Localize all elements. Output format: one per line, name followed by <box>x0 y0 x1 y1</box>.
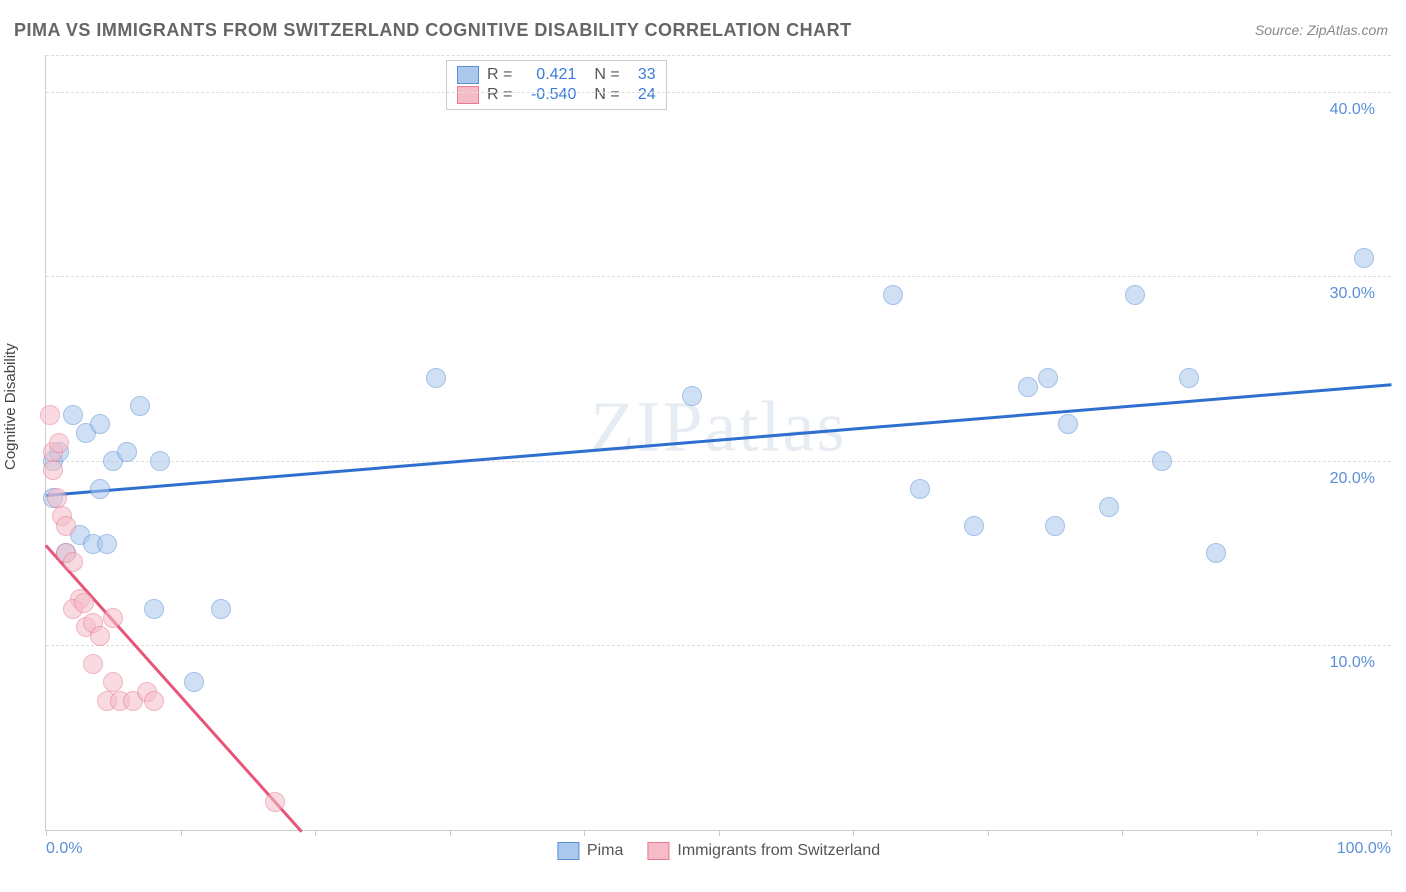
legend-label: Pima <box>587 842 623 860</box>
r-label: R = <box>487 66 512 84</box>
data-point <box>1354 248 1374 268</box>
data-point <box>83 654 103 674</box>
grid-line <box>46 276 1391 277</box>
n-value: 33 <box>628 66 656 84</box>
grid-line <box>46 92 1391 93</box>
legend-swatch <box>647 842 669 860</box>
legend-label: Immigrants from Switzerland <box>677 842 880 860</box>
data-point <box>63 552 83 572</box>
trend-line <box>45 544 302 832</box>
x-tick <box>853 830 854 836</box>
data-point <box>1152 451 1172 471</box>
x-tick <box>450 830 451 836</box>
data-point <box>130 396 150 416</box>
data-point <box>1125 285 1145 305</box>
n-label: N = <box>594 86 619 104</box>
x-tick-label: 100.0% <box>1337 840 1391 858</box>
data-point <box>56 516 76 536</box>
data-point <box>426 368 446 388</box>
watermark-text: ZIPatlas <box>591 386 847 469</box>
n-value: 24 <box>628 86 656 104</box>
data-point <box>103 608 123 628</box>
y-tick-label: 20.0% <box>1330 470 1383 488</box>
chart-title: PIMA VS IMMIGRANTS FROM SWITZERLAND COGN… <box>14 20 852 41</box>
stats-row: R = -0.540 N = 24 <box>457 85 656 105</box>
r-value: -0.540 <box>520 86 576 104</box>
x-tick <box>719 830 720 836</box>
data-point <box>883 285 903 305</box>
x-tick <box>315 830 316 836</box>
r-label: R = <box>487 86 512 104</box>
data-point <box>1058 414 1078 434</box>
data-point <box>47 488 67 508</box>
x-tick <box>988 830 989 836</box>
data-point <box>1179 368 1199 388</box>
legend: Pima Immigrants from Switzerland <box>557 842 880 860</box>
data-point <box>103 672 123 692</box>
legend-swatch <box>457 66 479 84</box>
legend-item: Pima <box>557 842 623 860</box>
data-point <box>40 405 60 425</box>
data-point <box>63 405 83 425</box>
y-tick-label: 40.0% <box>1330 101 1383 119</box>
legend-swatch <box>557 842 579 860</box>
data-point <box>1206 543 1226 563</box>
x-tick <box>1391 830 1392 836</box>
stats-row: R = 0.421 N = 33 <box>457 65 656 85</box>
data-point <box>184 672 204 692</box>
y-axis-label: Cognitive Disability <box>2 343 19 470</box>
x-tick-label: 0.0% <box>46 840 82 858</box>
grid-line <box>46 461 1391 462</box>
data-point <box>1018 377 1038 397</box>
data-point <box>910 479 930 499</box>
grid-line <box>46 645 1391 646</box>
plot-area: ZIPatlas R =0.421N =33R =-0.540N =24 Pim… <box>45 55 1391 831</box>
data-point <box>1045 516 1065 536</box>
data-point <box>74 593 94 613</box>
data-point <box>49 433 69 453</box>
n-label: N = <box>594 66 619 84</box>
y-tick-label: 30.0% <box>1330 285 1383 303</box>
x-tick <box>46 830 47 836</box>
data-point <box>90 414 110 434</box>
x-tick <box>181 830 182 836</box>
legend-item: Immigrants from Switzerland <box>647 842 880 860</box>
data-point <box>964 516 984 536</box>
data-point <box>144 691 164 711</box>
data-point <box>682 386 702 406</box>
legend-swatch <box>457 86 479 104</box>
data-point <box>1099 497 1119 517</box>
data-point <box>211 599 231 619</box>
data-point <box>265 792 285 812</box>
y-tick-label: 10.0% <box>1330 654 1383 672</box>
source-prefix: Source: <box>1255 22 1307 38</box>
x-tick <box>584 830 585 836</box>
data-point <box>97 534 117 554</box>
r-value: 0.421 <box>520 66 576 84</box>
source-attribution: Source: ZipAtlas.com <box>1255 22 1388 38</box>
data-point <box>144 599 164 619</box>
x-tick <box>1257 830 1258 836</box>
x-tick <box>1122 830 1123 836</box>
data-point <box>150 451 170 471</box>
data-point <box>1038 368 1058 388</box>
source-name: ZipAtlas.com <box>1307 22 1388 38</box>
chart-container: PIMA VS IMMIGRANTS FROM SWITZERLAND COGN… <box>0 0 1406 892</box>
trend-line <box>46 383 1391 496</box>
correlation-stats-box: R = 0.421 N = 33 R = -0.540 N = 24 <box>446 60 667 110</box>
data-point <box>117 442 137 462</box>
data-point <box>90 626 110 646</box>
data-point <box>43 460 63 480</box>
data-point <box>90 479 110 499</box>
